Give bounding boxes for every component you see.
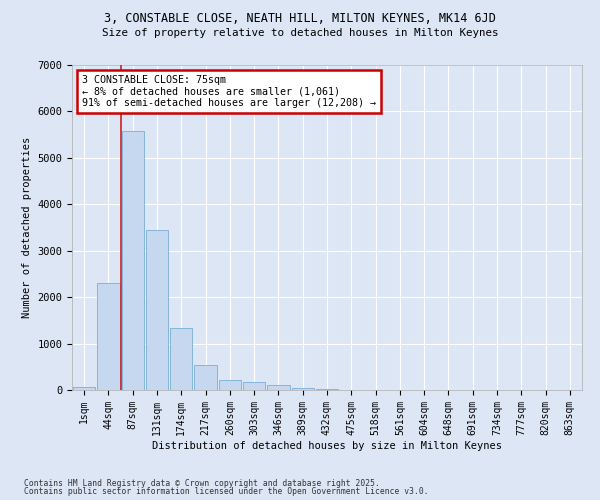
Text: 3, CONSTABLE CLOSE, NEATH HILL, MILTON KEYNES, MK14 6JD: 3, CONSTABLE CLOSE, NEATH HILL, MILTON K… (104, 12, 496, 26)
Y-axis label: Number of detached properties: Number of detached properties (22, 137, 32, 318)
Bar (292, 388, 314, 390)
Bar (97, 283, 119, 390)
Bar (170, 328, 193, 390)
Bar (122, 131, 144, 390)
X-axis label: Distribution of detached houses by size in Milton Keynes: Distribution of detached houses by size … (152, 440, 502, 450)
Bar (243, 382, 265, 390)
Text: Contains HM Land Registry data © Crown copyright and database right 2025.: Contains HM Land Registry data © Crown c… (24, 478, 380, 488)
Bar (146, 230, 168, 390)
Text: Contains public sector information licensed under the Open Government Licence v3: Contains public sector information licen… (24, 487, 428, 496)
Bar (218, 380, 241, 390)
Bar (194, 365, 217, 390)
Bar (316, 389, 338, 390)
Text: Size of property relative to detached houses in Milton Keynes: Size of property relative to detached ho… (102, 28, 498, 38)
Bar (73, 386, 95, 390)
Bar (267, 386, 290, 390)
Text: 3 CONSTABLE CLOSE: 75sqm
← 8% of detached houses are smaller (1,061)
91% of semi: 3 CONSTABLE CLOSE: 75sqm ← 8% of detache… (82, 74, 376, 108)
